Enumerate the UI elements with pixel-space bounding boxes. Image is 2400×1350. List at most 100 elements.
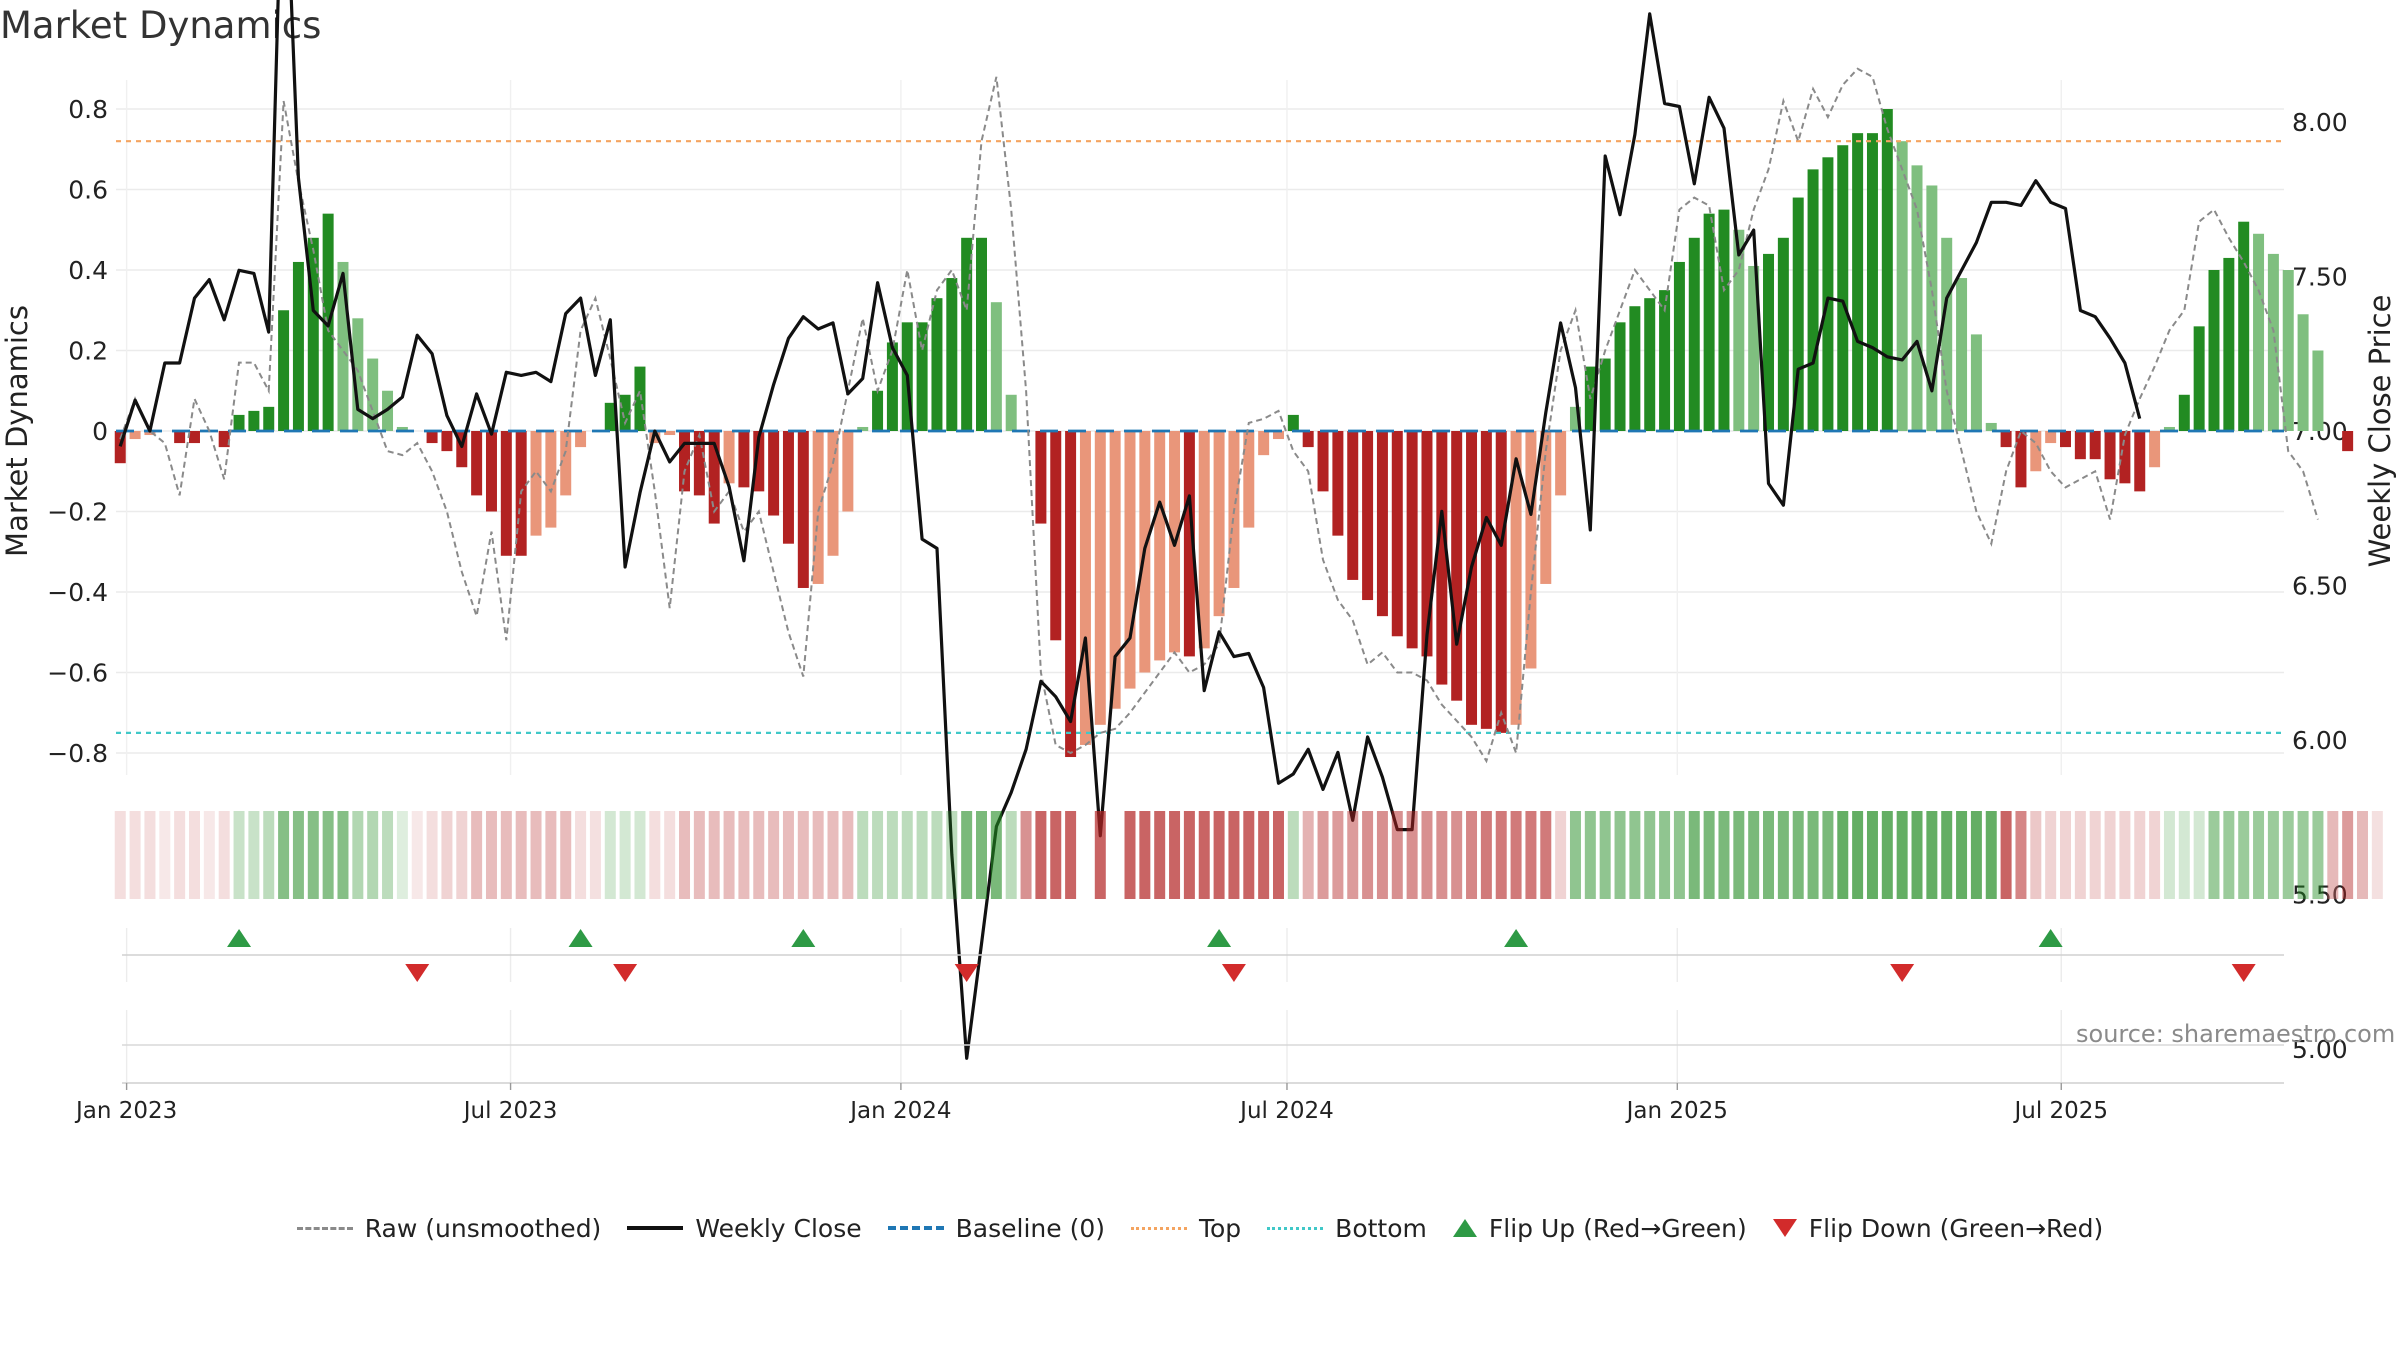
heat-cell bbox=[961, 811, 973, 899]
heat-cell bbox=[2208, 811, 2220, 899]
bar-negative bbox=[693, 431, 705, 496]
heat-cell bbox=[411, 811, 423, 899]
heat-cell bbox=[1124, 811, 1136, 899]
bar-negative bbox=[1213, 431, 1225, 617]
heat-cell bbox=[857, 811, 869, 899]
heat-cell bbox=[1169, 811, 1181, 899]
bar-negative bbox=[1436, 431, 1448, 685]
heat-cell bbox=[1183, 811, 1195, 899]
heat-cell bbox=[2312, 811, 2324, 899]
heat-cell bbox=[263, 811, 275, 899]
heat-cell bbox=[664, 811, 676, 899]
bar-positive bbox=[1629, 306, 1641, 431]
heat-cell bbox=[2178, 811, 2190, 899]
heat-cell bbox=[768, 811, 780, 899]
bar-negative bbox=[679, 431, 691, 492]
heat-cell bbox=[2104, 811, 2116, 899]
heat-cell bbox=[916, 811, 928, 899]
flip-up-marker bbox=[227, 929, 252, 947]
legend-item-close[interactable]: Weekly Close bbox=[627, 1214, 862, 1243]
bar-positive bbox=[1792, 197, 1804, 431]
legend-item-bottom[interactable]: Bottom bbox=[1267, 1214, 1427, 1243]
heat-cell bbox=[1436, 811, 1448, 899]
bar-positive bbox=[307, 237, 319, 431]
flip-up-marker bbox=[2038, 929, 2063, 947]
bar-negative bbox=[1555, 431, 1567, 496]
bar-positive bbox=[634, 366, 646, 431]
bar-negative bbox=[2015, 431, 2027, 488]
heat-cell bbox=[485, 811, 497, 899]
heat-cell bbox=[1584, 811, 1596, 899]
heat-cell bbox=[1376, 811, 1388, 899]
heat-cell bbox=[144, 811, 156, 899]
heat-cell bbox=[2134, 811, 2146, 899]
heat-cell bbox=[441, 811, 453, 899]
heat-cell bbox=[2238, 811, 2250, 899]
heat-cell bbox=[233, 811, 245, 899]
heat-cell bbox=[1495, 811, 1507, 899]
heat-cell bbox=[174, 811, 186, 899]
heat-cell bbox=[382, 811, 394, 899]
bar-positive bbox=[1941, 237, 1953, 431]
heat-cell bbox=[1911, 811, 1923, 899]
bar-positive bbox=[1970, 334, 1982, 431]
bar-positive bbox=[1644, 298, 1656, 431]
heat-cell bbox=[738, 811, 750, 899]
bar-positive bbox=[1688, 237, 1700, 431]
bar-positive bbox=[2238, 221, 2250, 431]
x-tick-label: Jan 2023 bbox=[74, 1098, 177, 1124]
heat-cell bbox=[2089, 811, 2101, 899]
heat-cell bbox=[500, 811, 512, 899]
bar-positive bbox=[1822, 157, 1834, 432]
heat-cell bbox=[1480, 811, 1492, 899]
bar-positive bbox=[1005, 394, 1017, 431]
y-tick-label: −0.2 bbox=[47, 498, 108, 527]
heat-cell bbox=[2163, 811, 2175, 899]
bar-negative bbox=[2342, 431, 2354, 452]
bar-negative bbox=[2119, 431, 2131, 484]
heat-cell bbox=[1807, 811, 1819, 899]
legend-item-flip-up[interactable]: Flip Up (Red→Green) bbox=[1452, 1214, 1747, 1243]
bar-positive bbox=[278, 310, 290, 431]
source-note: source: sharemaestro.com bbox=[2076, 1020, 2396, 1048]
heat-cell bbox=[2060, 811, 2071, 899]
legend-item-raw[interactable]: Raw (unsmoothed) bbox=[296, 1214, 601, 1243]
heat-cell bbox=[1139, 811, 1151, 899]
y-tick-label: −0.6 bbox=[47, 659, 108, 688]
legend-item-top[interactable]: Top bbox=[1130, 1214, 1241, 1243]
legend-item-baseline[interactable]: Baseline (0) bbox=[887, 1214, 1105, 1243]
weekly-close-line bbox=[118, 0, 2142, 1060]
bar-negative bbox=[575, 431, 587, 448]
bar-negative bbox=[1317, 431, 1329, 492]
heat-cell bbox=[2149, 811, 2161, 899]
bar-positive bbox=[1807, 169, 1819, 431]
heat-cell bbox=[1020, 811, 1032, 899]
heat-cell bbox=[693, 811, 705, 899]
legend-item-flip-down[interactable]: Flip Down (Green→Red) bbox=[1772, 1214, 2103, 1243]
bar-positive bbox=[263, 406, 275, 431]
bar-negative bbox=[782, 431, 794, 544]
bar-negative bbox=[753, 431, 765, 492]
raw-series-line bbox=[119, 67, 2319, 764]
heat-cell bbox=[901, 811, 913, 899]
heat-cell bbox=[2223, 811, 2235, 899]
bar-positive bbox=[931, 298, 943, 431]
heat-cell bbox=[1451, 811, 1463, 899]
heat-cell bbox=[886, 811, 898, 899]
heat-cell bbox=[1228, 811, 1240, 899]
bar-negative bbox=[1258, 431, 1270, 456]
legend-swatch-close bbox=[627, 1226, 684, 1230]
bar-positive bbox=[1718, 209, 1730, 431]
x-tick-label: Jul 2023 bbox=[462, 1098, 558, 1124]
bar-positive bbox=[1673, 261, 1685, 431]
heat-cell bbox=[2253, 811, 2265, 899]
bar-positive bbox=[248, 410, 260, 431]
heat-cell bbox=[1302, 811, 1314, 899]
bar-negative bbox=[218, 431, 230, 448]
bar-negative bbox=[1376, 431, 1388, 617]
bar-positive bbox=[1733, 229, 1745, 431]
bar-negative bbox=[1183, 431, 1195, 657]
heat-cell bbox=[530, 811, 542, 899]
heat-cell bbox=[1970, 811, 1982, 899]
bar-positive bbox=[1837, 145, 1849, 431]
